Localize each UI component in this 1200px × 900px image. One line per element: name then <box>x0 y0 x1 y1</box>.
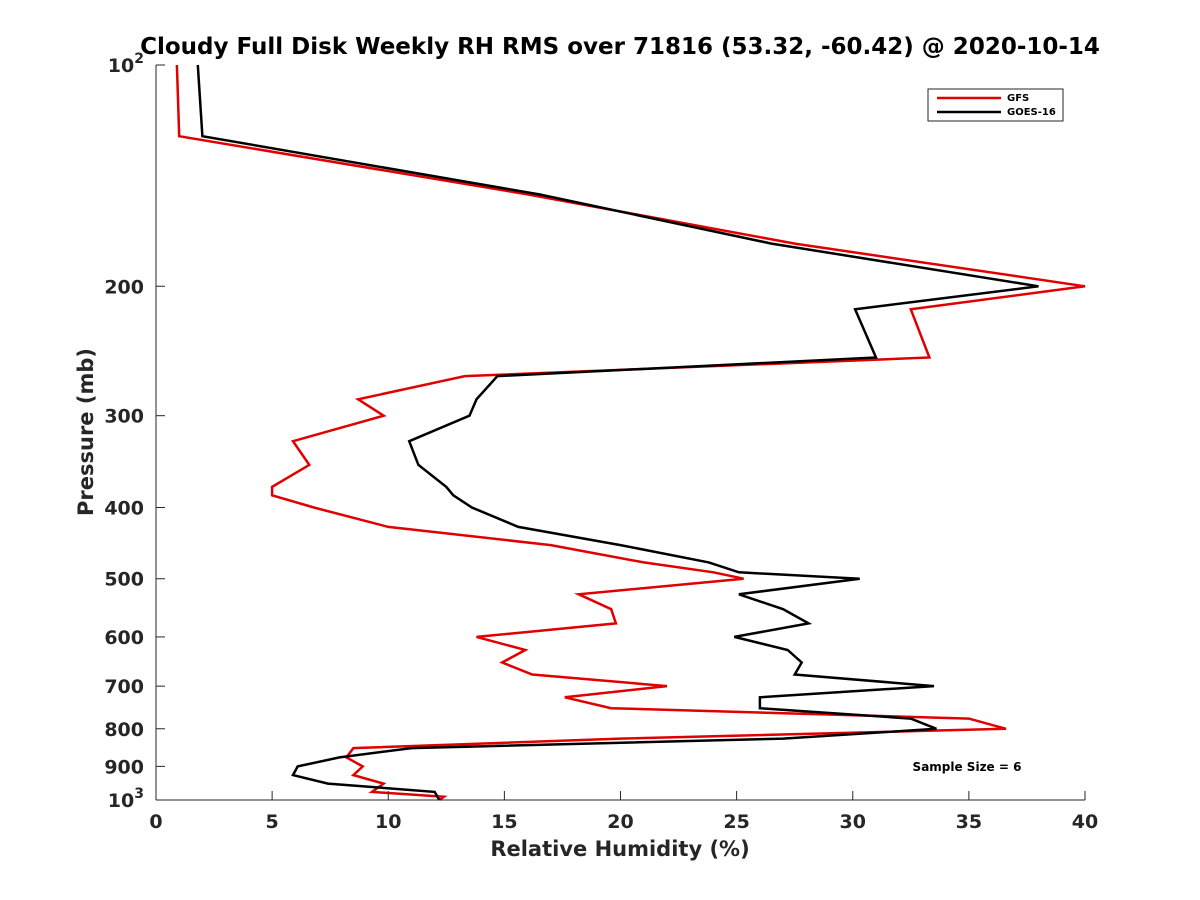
y-tick-label: 900 <box>104 756 144 778</box>
y-tick-label: 500 <box>104 569 144 591</box>
x-tick-label: 30 <box>840 811 866 833</box>
y-tick-label: 103 <box>108 786 144 812</box>
series-line-goes-16 <box>196 64 1039 801</box>
sample-size-annotation: Sample Size = 6 <box>913 760 1022 774</box>
x-tick-label: 0 <box>149 811 162 833</box>
x-tick-label: 40 <box>1072 811 1098 833</box>
x-tick-label: 25 <box>723 811 749 833</box>
legend: GFS GOES-16 <box>927 88 1064 122</box>
x-tick-label: 35 <box>956 811 982 833</box>
y-axis-label: Pressure (mb) <box>74 348 98 516</box>
legend-box <box>927 88 1064 122</box>
series-layer <box>175 64 1086 802</box>
legend-label-gfs: GFS <box>1007 93 1029 104</box>
x-axis-ticks: 0 5 10 15 20 25 30 35 40 <box>149 791 1098 833</box>
y-tick-label: 600 <box>104 627 144 649</box>
y-tick-label: 700 <box>104 676 144 698</box>
legend-label-goes-16: GOES-16 <box>1007 107 1056 118</box>
x-tick-label: 20 <box>607 811 633 833</box>
y-axis-ticks: 102 200 300 400 500 600 700 800 900 103 <box>104 51 165 812</box>
y-tick-label: 800 <box>104 719 144 741</box>
x-tick-label: 5 <box>266 811 279 833</box>
y-tick-label: 400 <box>104 498 144 520</box>
y-tick-label: 300 <box>104 406 144 428</box>
y-tick-label: 200 <box>104 276 144 298</box>
plot-area: 0 5 10 15 20 25 30 35 40 102 200 300 400 500 600 700 80… <box>104 51 1098 833</box>
x-tick-label: 15 <box>491 811 517 833</box>
x-axis-label: Relative Humidity (%) <box>490 837 749 861</box>
y-tick-label: 102 <box>108 51 144 77</box>
x-tick-label: 10 <box>375 811 401 833</box>
chart-title: Cloudy Full Disk Weekly RH RMS over 7181… <box>140 34 1100 60</box>
